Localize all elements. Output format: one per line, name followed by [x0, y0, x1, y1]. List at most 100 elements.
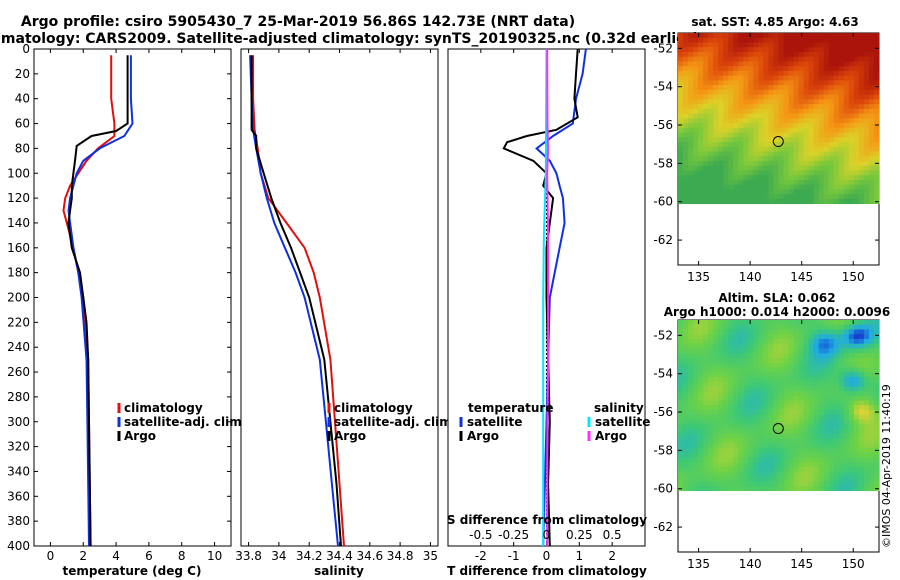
heatmap-cell: [763, 381, 769, 387]
heatmap-cell: [803, 99, 810, 105]
heatmap-cell: [863, 471, 870, 477]
heatmap-cell: [773, 99, 779, 105]
heatmap-cell: [723, 85, 729, 91]
heatmap-cell: [808, 343, 815, 349]
heatmap-cell: [693, 89, 699, 96]
heatmap-cell: [808, 376, 815, 383]
heatmap-cell: [853, 56, 860, 62]
heatmap-cell: [823, 47, 830, 53]
heatmap-cell: [778, 198, 784, 205]
heatmap-cell: [758, 447, 764, 454]
heatmap-cell: [818, 391, 825, 397]
heatmap-cell: [803, 476, 810, 482]
heatmap-cell: [758, 113, 764, 119]
heatmap-cell: [843, 357, 850, 364]
heatmap-cell: [823, 80, 830, 86]
heatmap-cell: [753, 70, 759, 77]
heatmap-cell: [708, 70, 714, 77]
heatmap-cell: [843, 386, 850, 392]
heatmap-cell: [828, 61, 835, 67]
lon-tick-label: 135: [687, 270, 710, 284]
heatmap-cell: [763, 376, 769, 383]
heatmap-cell: [693, 476, 699, 482]
heatmap-cell: [873, 80, 880, 86]
heatmap-cell: [768, 414, 774, 420]
heatmap-cell: [693, 462, 699, 468]
heatmap-cell: [808, 123, 815, 129]
heatmap-cell: [743, 443, 749, 449]
heatmap-cell: [723, 362, 729, 368]
heatmap-cell: [703, 348, 709, 354]
heatmap-cell: [758, 386, 764, 392]
heatmap-cell: [858, 42, 865, 48]
heatmap-cell: [808, 429, 815, 435]
heatmap-cell: [778, 324, 784, 330]
heatmap-cell: [708, 146, 714, 152]
heatmap-cell: [783, 376, 789, 383]
heatmap-cell: [693, 338, 699, 345]
heatmap-cell: [718, 338, 724, 345]
heatmap-cell: [868, 85, 875, 91]
heatmap-cell: [793, 80, 800, 86]
heatmap-cell: [848, 391, 855, 397]
heatmap-cell: [713, 56, 719, 62]
heatmap-cell: [738, 329, 744, 335]
heatmap-cell: [798, 443, 805, 449]
heatmap-cell: [683, 400, 689, 406]
argo-location-marker: [772, 136, 784, 148]
heatmap-cell: [853, 443, 860, 449]
heatmap-cell: [698, 367, 704, 373]
heatmap-cell: [693, 391, 699, 397]
heatmap-cell: [678, 118, 684, 124]
heatmap-cell: [808, 452, 815, 458]
heatmap-cell: [713, 151, 719, 157]
heatmap-cell: [818, 170, 825, 176]
heatmap-cell: [833, 424, 840, 430]
heatmap-cell: [798, 189, 805, 195]
heatmap-cell: [748, 198, 754, 205]
heatmap-cell: [788, 348, 794, 354]
heatmap-cell: [748, 334, 754, 340]
heatmap-cell: [698, 146, 704, 152]
heatmap-cell: [828, 184, 835, 190]
heatmap-cell: [848, 381, 855, 387]
heatmap-cell: [768, 198, 774, 205]
heatmap-cell: [693, 400, 699, 406]
heatmap-cell: [868, 457, 875, 463]
heatmap-cell: [793, 429, 800, 435]
heatmap-cell: [753, 160, 759, 167]
heatmap-cell: [783, 108, 789, 114]
heatmap-cell: [778, 194, 784, 200]
heatmap-cell: [868, 386, 875, 392]
heatmap-cell: [748, 481, 754, 487]
heatmap-cell: [798, 70, 805, 77]
heatmap-cell: [838, 381, 845, 387]
heatmap-cell: [733, 108, 739, 114]
heatmap-cell: [728, 343, 734, 349]
heatmap-cell: [823, 452, 830, 458]
x-tick-label: 4: [112, 549, 120, 563]
heatmap-cell: [818, 56, 825, 62]
heatmap-cell: [748, 108, 754, 114]
heatmap-cell: [828, 433, 835, 439]
heatmap-cell: [803, 391, 810, 397]
heatmap-cell: [743, 33, 749, 39]
heatmap-cell: [758, 51, 764, 58]
lat-tick-label: -58: [653, 156, 673, 170]
heatmap-cell: [858, 160, 865, 167]
heatmap-cell: [873, 410, 880, 416]
heatmap-cell: [713, 179, 719, 186]
heatmap-cell: [818, 386, 825, 392]
heatmap-cell: [868, 198, 875, 205]
heatmap-cell: [743, 104, 749, 110]
lat-tick-label: -54: [653, 80, 673, 94]
heatmap-cell: [768, 85, 774, 91]
heatmap-cell: [858, 108, 865, 114]
heatmap-cell: [723, 334, 729, 340]
heatmap-cell: [778, 381, 784, 387]
heatmap-cell: [848, 481, 855, 487]
heatmap-cell: [763, 94, 769, 100]
heatmap-cell: [813, 447, 820, 454]
heatmap-cell: [818, 146, 825, 152]
heatmap-cell: [798, 391, 805, 397]
